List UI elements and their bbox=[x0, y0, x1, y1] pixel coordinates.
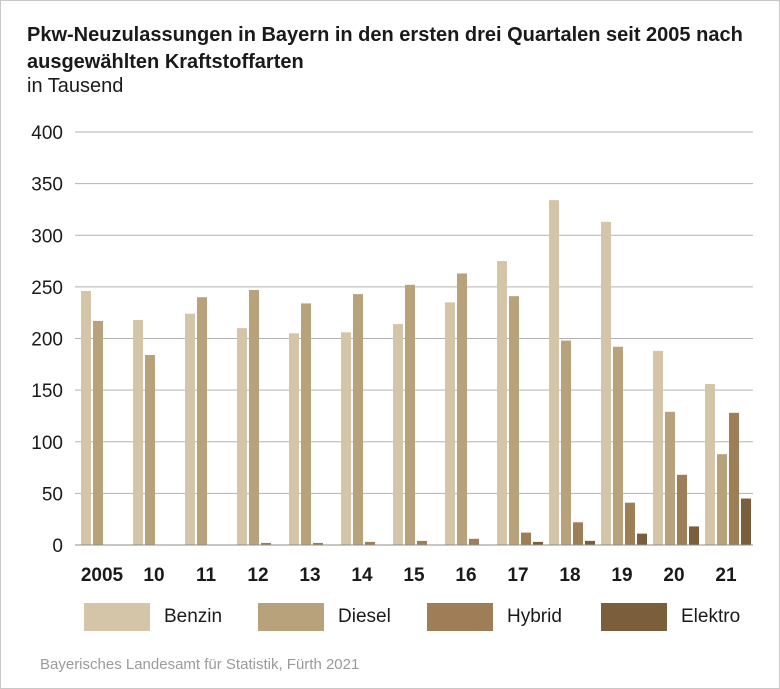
bar-hybrid-15 bbox=[417, 540, 427, 545]
bar-hybrid-18 bbox=[573, 522, 583, 545]
legend-label: Benzin bbox=[164, 606, 223, 627]
y-tick-label: 250 bbox=[31, 278, 63, 299]
y-tick-label: 350 bbox=[31, 175, 63, 196]
bar-hybrid-16 bbox=[469, 538, 479, 545]
legend-item-diesel: Diesel bbox=[258, 603, 391, 631]
bar-elektro-17 bbox=[533, 541, 543, 545]
y-tick-label: 200 bbox=[31, 330, 63, 351]
bar-diesel-21 bbox=[717, 454, 727, 545]
bar-elektro-18 bbox=[585, 540, 595, 545]
bar-diesel-13 bbox=[301, 303, 311, 545]
legend-swatch bbox=[427, 603, 493, 631]
chart-legend: Benzin Diesel Hybrid Elektro bbox=[84, 603, 764, 631]
legend-item-hybrid: Hybrid bbox=[427, 603, 562, 631]
chart-title: Pkw-Neuzulassungen in Bayern in den erst… bbox=[27, 24, 743, 73]
bar-benzin-15 bbox=[393, 324, 403, 545]
x-tick-label: 16 bbox=[455, 565, 476, 586]
bar-benzin-17 bbox=[497, 261, 507, 545]
x-tick-label: 12 bbox=[247, 565, 268, 586]
bar-benzin-14 bbox=[341, 332, 351, 545]
bar-benzin-21 bbox=[705, 383, 715, 545]
x-tick-label: 20 bbox=[663, 565, 684, 586]
x-tick-label: 15 bbox=[403, 565, 425, 586]
legend-item-elektro: Elektro bbox=[601, 603, 740, 631]
bar-diesel-11 bbox=[197, 297, 207, 545]
x-tick-label: 14 bbox=[351, 565, 373, 586]
x-tick-label: 17 bbox=[507, 565, 528, 586]
bar-diesel-12 bbox=[249, 289, 259, 545]
x-tick-label: 10 bbox=[143, 565, 164, 586]
y-tick-label: 100 bbox=[31, 433, 63, 454]
y-tick-label: 150 bbox=[31, 381, 63, 402]
bar-hybrid-21 bbox=[729, 412, 739, 545]
y-tick-label: 400 bbox=[31, 123, 63, 144]
bar-diesel-19 bbox=[613, 346, 623, 545]
x-tick-label: 18 bbox=[559, 565, 580, 586]
bar-benzin-16 bbox=[445, 302, 455, 545]
bar-benzin-13 bbox=[289, 333, 299, 545]
bar-benzin-11 bbox=[185, 313, 195, 545]
bar-hybrid-14 bbox=[365, 541, 375, 545]
bar-benzin-18 bbox=[549, 200, 559, 545]
bar-diesel-10 bbox=[145, 355, 155, 545]
bar-hybrid-17 bbox=[521, 532, 531, 545]
bar-elektro-21 bbox=[741, 498, 751, 545]
bar-chart-plot: 0 50 100 150 200 250 300 350 400 2005 10 11 12 13 14 15… bbox=[31, 123, 753, 586]
legend-swatch bbox=[258, 603, 324, 631]
bar-benzin-10 bbox=[133, 319, 143, 545]
bar-hybrid-19 bbox=[625, 502, 635, 545]
x-tick-label: 11 bbox=[196, 565, 217, 586]
chart-subtitle: in Tausend bbox=[27, 75, 124, 97]
y-tick-label: 300 bbox=[31, 226, 63, 247]
legend-swatch bbox=[84, 603, 150, 631]
bar-elektro-20 bbox=[689, 526, 699, 545]
y-tick-label: 50 bbox=[42, 484, 63, 505]
bar-benzin-12 bbox=[237, 328, 247, 545]
bar-diesel-2005 bbox=[93, 320, 103, 545]
x-tick-label: 13 bbox=[299, 565, 320, 586]
bar-diesel-20 bbox=[665, 411, 675, 545]
legend-swatch bbox=[601, 603, 667, 631]
bar-diesel-18 bbox=[561, 340, 571, 545]
legend-label: Hybrid bbox=[507, 606, 562, 627]
bar-benzin-19 bbox=[601, 221, 611, 545]
bar-hybrid-13 bbox=[313, 542, 323, 545]
bar-hybrid-12 bbox=[261, 542, 271, 545]
x-tick-label: 2005 bbox=[81, 565, 124, 586]
legend-item-benzin: Benzin bbox=[84, 603, 222, 631]
bar-benzin-20 bbox=[653, 350, 663, 545]
bar-diesel-14 bbox=[353, 294, 363, 545]
y-tick-label: 0 bbox=[52, 536, 63, 557]
legend-label: Elektro bbox=[681, 606, 741, 627]
bar-hybrid-20 bbox=[677, 474, 687, 545]
bar-elektro-19 bbox=[637, 533, 647, 545]
x-tick-label: 21 bbox=[715, 565, 737, 586]
bar-diesel-17 bbox=[509, 296, 519, 545]
x-tick-label: 19 bbox=[611, 565, 632, 586]
bar-benzin-2005 bbox=[81, 291, 91, 545]
bar-diesel-15 bbox=[405, 284, 415, 545]
source-note: Bayerisches Landesamt für Statistik, Für… bbox=[40, 656, 360, 673]
legend-label: Diesel bbox=[338, 606, 391, 627]
bar-diesel-16 bbox=[457, 273, 467, 545]
